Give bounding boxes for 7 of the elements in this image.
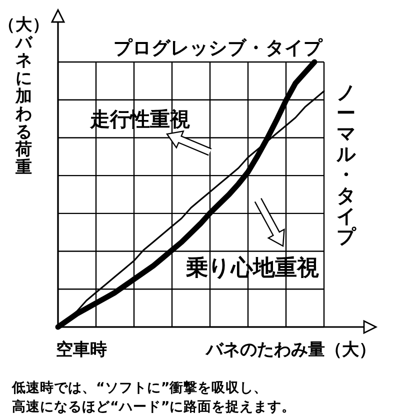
series-label: プログレッシブ・タイプ [114,37,324,59]
y-axis-title: （大）バネに加わる荷重 [0,15,50,177]
series-label: ノーマル・タイプ [336,82,356,248]
text: 空車時 [56,340,107,360]
x-axis-title: バネのたわみ量（大） [205,340,376,360]
text: 高速になるほど“ハード”に路面を捉えます。 [12,398,296,415]
text: 低速時では、“ソフトに”衝撃を吸収し、 [11,380,268,396]
